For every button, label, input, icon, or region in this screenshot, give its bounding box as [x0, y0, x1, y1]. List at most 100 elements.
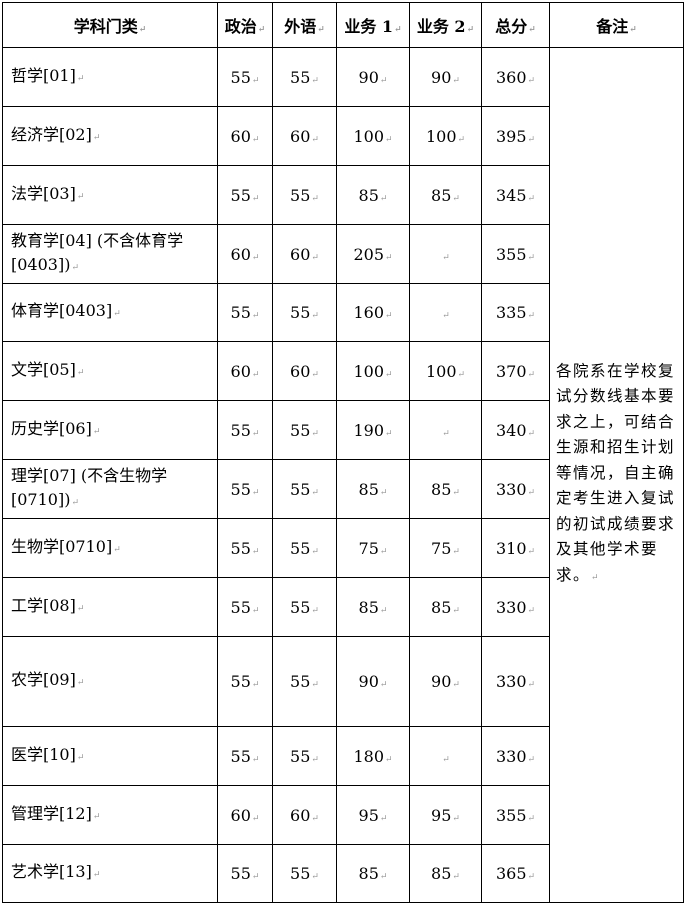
subject2-cell: 75 [409, 518, 482, 578]
subject2-value: 75 [431, 539, 460, 558]
politics-cell: 60 [217, 341, 273, 401]
politics-value: 55 [231, 421, 260, 440]
subject1-value: 205 [353, 245, 392, 264]
subject-category-cell: 体育学[0403] [2, 283, 218, 342]
subject2-cell [409, 726, 482, 786]
subject2-value [441, 245, 450, 264]
subject1-cell: 90 [336, 636, 410, 727]
subject-category: 哲学[01] [11, 66, 84, 85]
header-label: 政治 [225, 17, 266, 36]
table-row: 管理学[12] 60 60 95 95 355 [2, 785, 684, 845]
total-cell: 310 [481, 518, 550, 578]
language-cell: 55 [272, 400, 337, 460]
total-cell: 370 [481, 341, 550, 401]
subject2-value: 85 [431, 480, 460, 499]
total-cell: 345 [481, 165, 550, 225]
subject1-value: 85 [359, 864, 388, 883]
politics-cell: 55 [217, 726, 273, 786]
subject2-value [441, 421, 450, 440]
subject1-value: 85 [359, 186, 388, 205]
total-cell: 330 [481, 577, 550, 637]
politics-cell: 55 [217, 283, 273, 342]
total-cell: 340 [481, 400, 550, 460]
politics-value: 55 [231, 480, 260, 499]
politics-value: 60 [231, 806, 260, 825]
table-row: 农学[09] 55 55 90 90 330 [2, 636, 684, 727]
header-label: 业务 1 [344, 17, 401, 36]
subject-category: 经济学[02] [11, 125, 100, 144]
politics-cell: 55 [217, 577, 273, 637]
language-cell: 55 [272, 726, 337, 786]
subject1-value: 95 [359, 806, 388, 825]
subject2-cell: 90 [409, 47, 482, 107]
politics-value: 55 [231, 539, 260, 558]
subject2-value [441, 747, 450, 766]
subject-category: 教育学[04] (不含体育学[0403]) [11, 231, 183, 274]
subject-category: 管理学[12] [11, 804, 100, 823]
language-value: 55 [290, 186, 319, 205]
subject-category: 体育学[0403] [11, 301, 121, 320]
politics-cell: 55 [217, 400, 273, 460]
language-cell: 60 [272, 785, 337, 845]
table-row: 医学[10] 55 55 180 330 [2, 726, 684, 786]
total-value: 335 [496, 303, 535, 322]
subject1-value: 160 [353, 303, 392, 322]
total-value: 330 [496, 672, 535, 691]
subject-category-cell: 管理学[12] [2, 785, 218, 845]
subject2-value: 90 [431, 68, 460, 87]
subject-category: 农学[09] [11, 670, 84, 689]
language-value: 55 [290, 303, 319, 322]
subject2-value: 85 [431, 598, 460, 617]
total-cell: 355 [481, 785, 550, 845]
header-remarks: 备注 [549, 2, 684, 48]
subject2-cell [409, 400, 482, 460]
table-row: 经济学[02] 60 60 100 100 395 [2, 106, 684, 166]
table-row: 艺术学[13] 55 55 85 85 365 [2, 844, 684, 903]
subject-category: 历史学[06] [11, 419, 100, 438]
total-value: 330 [496, 747, 535, 766]
header-label: 外语 [284, 17, 325, 36]
politics-value: 55 [231, 68, 260, 87]
subject1-value: 85 [359, 480, 388, 499]
language-cell: 55 [272, 165, 337, 225]
header-label: 业务 2 [417, 17, 474, 36]
total-value: 355 [496, 245, 535, 264]
subject1-value: 180 [353, 747, 392, 766]
table-row: 哲学[01] 55 55 90 90 360 各院系在学校复试分数线基本要求之上，可结合生源… [2, 47, 684, 903]
language-value: 55 [290, 421, 319, 440]
subject-category-cell: 经济学[02] [2, 106, 218, 166]
subject2-cell: 100 [409, 106, 482, 166]
politics-value: 55 [231, 598, 260, 617]
header-label: 备注 [596, 17, 637, 36]
subject-category-cell: 法学[03] [2, 165, 218, 225]
politics-cell: 60 [217, 106, 273, 166]
language-value: 55 [290, 539, 319, 558]
total-value: 330 [496, 480, 535, 499]
politics-value: 60 [231, 127, 260, 146]
language-value: 55 [290, 672, 319, 691]
subject1-cell: 160 [336, 283, 410, 342]
subject2-value: 85 [431, 864, 460, 883]
subject-category-cell: 理学[07] (不含生物学[0710]) [2, 459, 218, 519]
subject-category: 法学[03] [11, 184, 84, 203]
subject2-value: 100 [426, 362, 465, 381]
subject-category-cell: 医学[10] [2, 726, 218, 786]
subject-category: 艺术学[13] [11, 862, 100, 881]
politics-value: 55 [231, 186, 260, 205]
subject2-cell: 85 [409, 459, 482, 519]
subject2-cell [409, 283, 482, 342]
subject2-cell: 95 [409, 785, 482, 845]
language-value: 55 [290, 747, 319, 766]
subject1-value: 75 [359, 539, 388, 558]
language-value: 55 [290, 480, 319, 499]
subject-category-cell: 农学[09] [2, 636, 218, 727]
politics-cell: 55 [217, 636, 273, 727]
subject1-cell: 190 [336, 400, 410, 460]
total-cell: 330 [481, 726, 550, 786]
table-row: 文学[05] 60 60 100 100 370 [2, 341, 684, 401]
header-label: 学科门类 [74, 17, 147, 36]
subject2-cell: 100 [409, 341, 482, 401]
total-value: 310 [496, 539, 535, 558]
politics-cell: 55 [217, 459, 273, 519]
